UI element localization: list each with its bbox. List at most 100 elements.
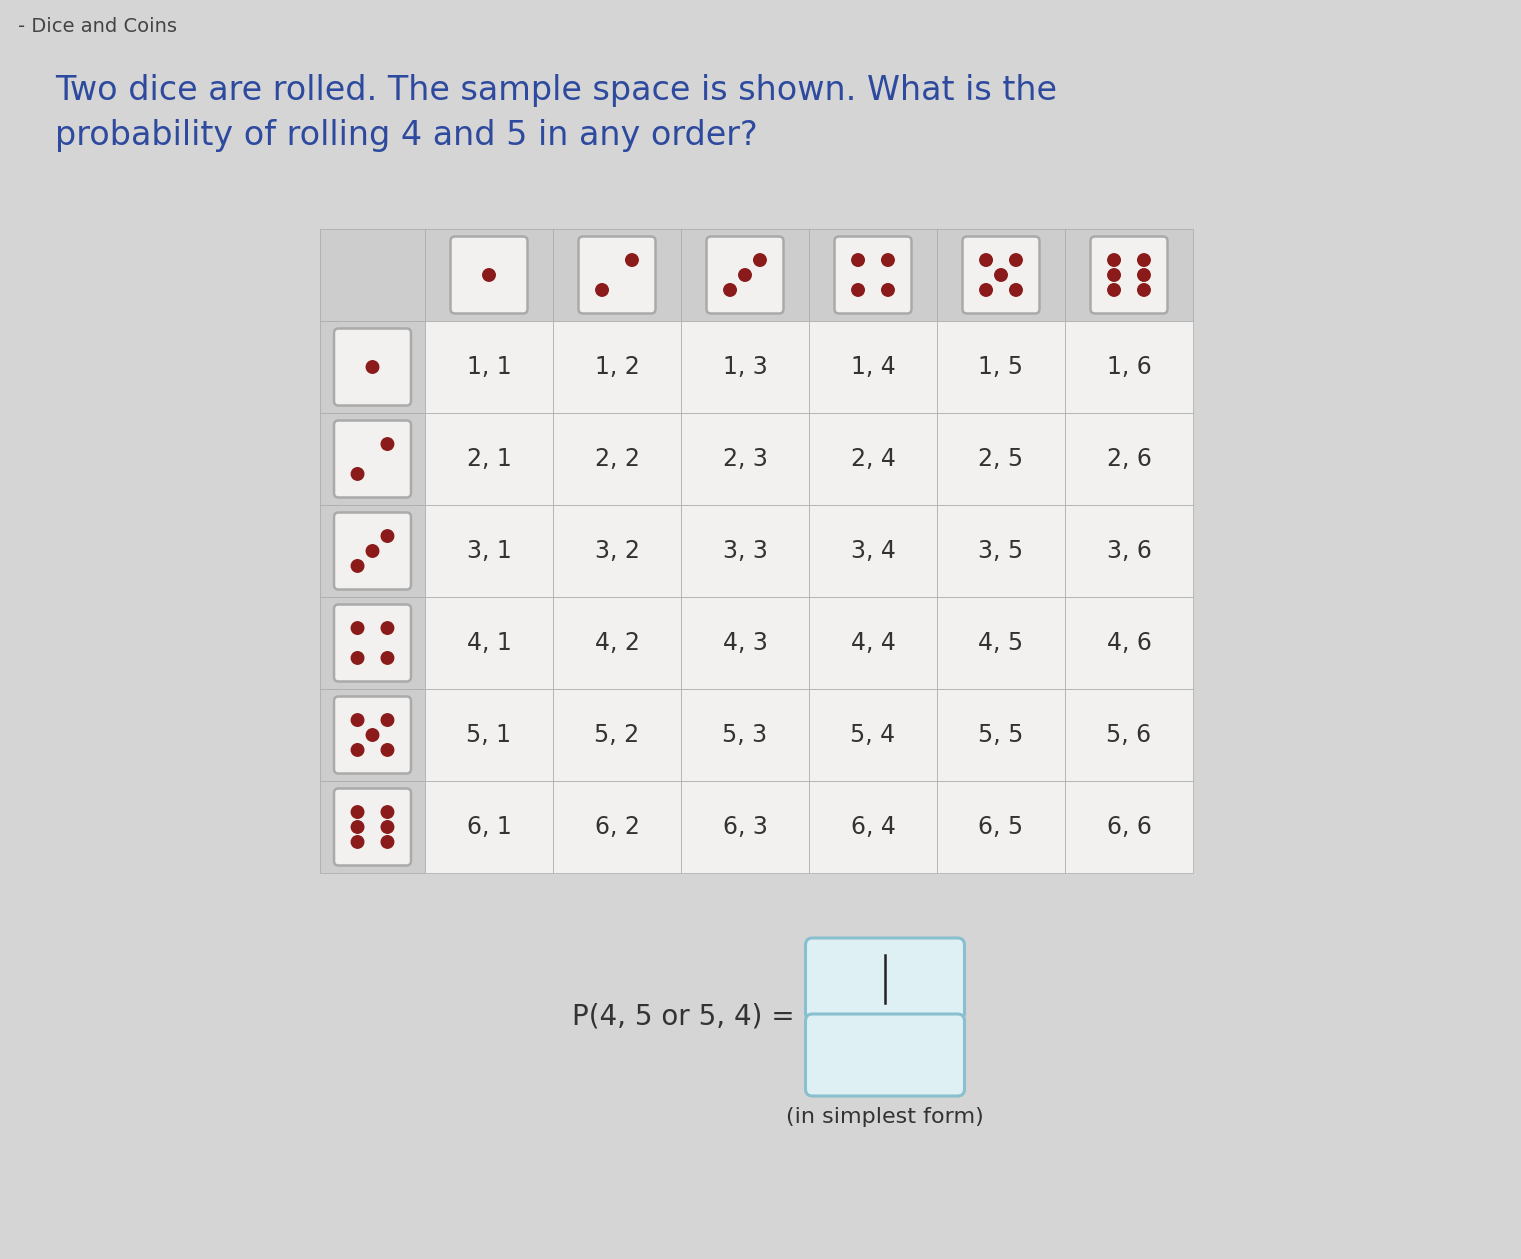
Circle shape (1138, 268, 1150, 281)
FancyBboxPatch shape (424, 229, 554, 321)
Text: 3, 1: 3, 1 (467, 539, 511, 563)
FancyBboxPatch shape (1065, 505, 1192, 597)
Text: 1, 6: 1, 6 (1107, 355, 1151, 379)
Circle shape (351, 744, 364, 757)
Text: 5, 1: 5, 1 (467, 723, 511, 747)
Text: 6, 5: 6, 5 (978, 815, 1024, 838)
Text: 6, 1: 6, 1 (467, 815, 511, 838)
FancyBboxPatch shape (809, 781, 937, 872)
Circle shape (1107, 283, 1121, 296)
FancyBboxPatch shape (335, 421, 411, 497)
Text: 1, 1: 1, 1 (467, 355, 511, 379)
Text: 5, 6: 5, 6 (1106, 723, 1151, 747)
FancyBboxPatch shape (681, 781, 809, 872)
FancyBboxPatch shape (319, 689, 424, 781)
FancyBboxPatch shape (424, 321, 554, 413)
Text: 6, 6: 6, 6 (1107, 815, 1151, 838)
Circle shape (351, 821, 364, 833)
Text: 2, 4: 2, 4 (850, 447, 896, 471)
Circle shape (382, 622, 394, 635)
FancyBboxPatch shape (335, 696, 411, 773)
FancyBboxPatch shape (937, 413, 1065, 505)
Circle shape (1107, 268, 1121, 281)
FancyBboxPatch shape (1065, 597, 1192, 689)
Text: 2, 6: 2, 6 (1107, 447, 1151, 471)
Circle shape (351, 560, 364, 573)
Text: 3, 4: 3, 4 (850, 539, 896, 563)
Circle shape (739, 268, 751, 281)
Text: 4, 1: 4, 1 (467, 631, 511, 655)
Text: 6, 3: 6, 3 (722, 815, 768, 838)
FancyBboxPatch shape (319, 781, 424, 872)
Text: 1, 4: 1, 4 (850, 355, 896, 379)
Circle shape (351, 652, 364, 665)
Circle shape (1107, 254, 1121, 267)
FancyBboxPatch shape (809, 413, 937, 505)
FancyBboxPatch shape (937, 689, 1065, 781)
Circle shape (382, 836, 394, 849)
Text: 1, 3: 1, 3 (722, 355, 768, 379)
FancyBboxPatch shape (1065, 229, 1192, 321)
Circle shape (995, 268, 1007, 281)
FancyBboxPatch shape (835, 237, 911, 313)
FancyBboxPatch shape (681, 597, 809, 689)
Circle shape (596, 283, 608, 296)
FancyBboxPatch shape (554, 689, 681, 781)
Text: 3, 6: 3, 6 (1107, 539, 1151, 563)
Text: 3, 5: 3, 5 (978, 539, 1024, 563)
FancyBboxPatch shape (335, 512, 411, 589)
FancyBboxPatch shape (681, 413, 809, 505)
Circle shape (625, 254, 639, 267)
Circle shape (351, 836, 364, 849)
Circle shape (852, 283, 864, 296)
FancyBboxPatch shape (681, 229, 809, 321)
FancyBboxPatch shape (335, 329, 411, 405)
Text: 4, 2: 4, 2 (595, 631, 639, 655)
Circle shape (1010, 254, 1022, 267)
FancyBboxPatch shape (554, 229, 681, 321)
Text: 6, 2: 6, 2 (595, 815, 639, 838)
Text: 2, 1: 2, 1 (467, 447, 511, 471)
Circle shape (980, 283, 992, 296)
FancyBboxPatch shape (335, 788, 411, 865)
Circle shape (367, 545, 379, 558)
FancyBboxPatch shape (963, 237, 1039, 313)
FancyBboxPatch shape (1065, 413, 1192, 505)
FancyBboxPatch shape (554, 597, 681, 689)
FancyBboxPatch shape (578, 237, 656, 313)
FancyBboxPatch shape (554, 413, 681, 505)
FancyBboxPatch shape (450, 237, 528, 313)
Circle shape (754, 254, 767, 267)
Text: 5, 3: 5, 3 (722, 723, 768, 747)
Circle shape (382, 714, 394, 726)
Circle shape (1138, 254, 1150, 267)
Text: 5, 4: 5, 4 (850, 723, 896, 747)
FancyBboxPatch shape (706, 237, 783, 313)
Text: 4, 6: 4, 6 (1107, 631, 1151, 655)
Circle shape (724, 283, 736, 296)
Circle shape (382, 438, 394, 451)
FancyBboxPatch shape (681, 321, 809, 413)
Circle shape (351, 714, 364, 726)
FancyBboxPatch shape (554, 781, 681, 872)
FancyBboxPatch shape (1091, 237, 1168, 313)
FancyBboxPatch shape (319, 229, 424, 321)
Text: 3, 2: 3, 2 (595, 539, 639, 563)
FancyBboxPatch shape (319, 229, 1192, 872)
FancyBboxPatch shape (319, 505, 424, 597)
Circle shape (367, 729, 379, 742)
FancyBboxPatch shape (937, 781, 1065, 872)
Text: 6, 4: 6, 4 (850, 815, 896, 838)
FancyBboxPatch shape (681, 689, 809, 781)
FancyBboxPatch shape (554, 505, 681, 597)
Text: Two dice are rolled. The sample space is shown. What is the
probability of rolli: Two dice are rolled. The sample space is… (55, 74, 1057, 151)
Text: (in simplest form): (in simplest form) (786, 1107, 984, 1127)
Circle shape (882, 254, 894, 267)
Text: 1, 5: 1, 5 (978, 355, 1024, 379)
Circle shape (382, 821, 394, 833)
FancyBboxPatch shape (424, 413, 554, 505)
Circle shape (382, 806, 394, 818)
Text: 4, 4: 4, 4 (850, 631, 896, 655)
Circle shape (351, 622, 364, 635)
FancyBboxPatch shape (809, 321, 937, 413)
